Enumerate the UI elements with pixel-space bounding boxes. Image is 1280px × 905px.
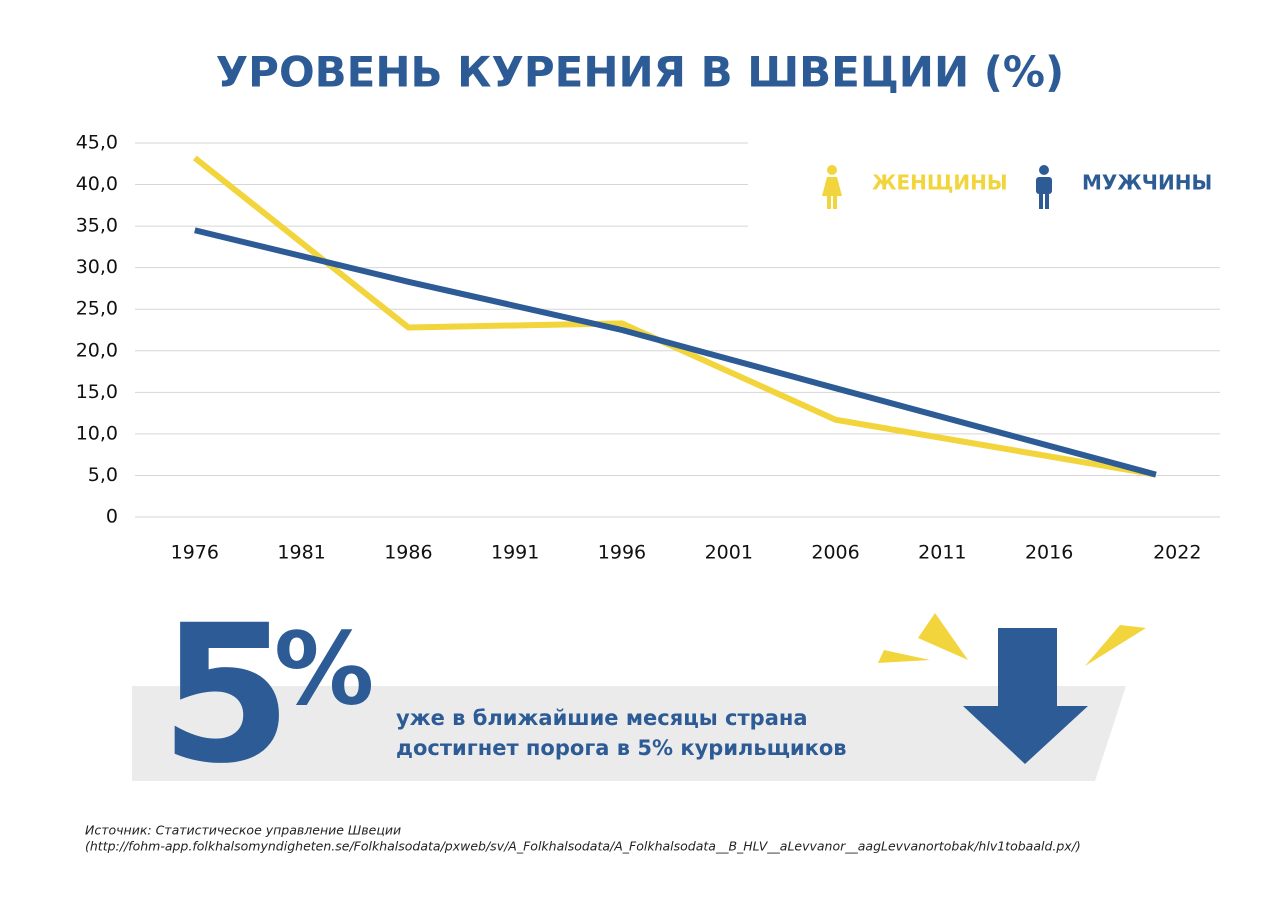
callout-line: достигнет порога в 5% курильщиков — [396, 736, 847, 760]
x-tick-label: 2006 — [811, 542, 859, 564]
x-tick-label: 2016 — [1025, 542, 1073, 564]
callout-line: уже в ближайшие месяцы страна — [396, 706, 808, 730]
y-tick-label: 0 — [106, 506, 118, 528]
x-tick-label: 2011 — [918, 542, 966, 564]
icon-head — [1039, 165, 1049, 175]
icon-body — [822, 177, 842, 196]
x-tick-label: 1991 — [491, 542, 539, 564]
down-arrow — [963, 628, 1088, 764]
chart-title: УРОВЕНЬ КУРЕНИЯ В ШВЕЦИИ (%) — [216, 48, 1064, 97]
x-tick-label: 1976 — [171, 542, 219, 564]
y-tick-label: 45,0 — [76, 132, 118, 154]
y-tick-label: 15,0 — [76, 381, 118, 403]
legend-label: МУЖЧИНЫ — [1082, 171, 1212, 195]
ray — [878, 650, 930, 663]
source: (http://fohm-app.folkhalsomyndigheten.se… — [85, 839, 1081, 854]
big-unit: % — [274, 610, 374, 727]
y-tick-label: 30,0 — [76, 256, 118, 278]
icon-leg — [1045, 192, 1049, 209]
legend-label: ЖЕНЩИНЫ — [872, 171, 1008, 195]
x-tick-label: 2001 — [705, 542, 753, 564]
plot: 0 5,0 10,0 15,0 20,0 25,0 30,0 35,0 40,0 45,0 1976… — [76, 132, 1220, 564]
x-tick-label: 1996 — [598, 542, 646, 564]
y-tick-label: 5,0 — [88, 464, 118, 486]
data-line — [192, 155, 1157, 478]
x-tick-label: 1981 — [277, 542, 325, 564]
x-tick-label: 1986 — [384, 542, 432, 564]
icon-leg — [827, 196, 831, 209]
y-tick-label: 40,0 — [76, 173, 118, 195]
banner — [132, 686, 1126, 781]
icon-leg — [833, 196, 837, 209]
icon-body — [1036, 177, 1052, 194]
x-tick-label: 2022 — [1153, 542, 1201, 564]
icon-leg — [1039, 192, 1043, 209]
ray — [918, 613, 968, 660]
y-tick-label: 25,0 — [76, 298, 118, 320]
y-tick-label: 35,0 — [76, 215, 118, 237]
y-tick-label: 20,0 — [76, 339, 118, 361]
icon-head — [827, 165, 837, 175]
legend-icon — [822, 165, 842, 209]
ray — [1085, 625, 1146, 666]
legend-icon — [1036, 165, 1052, 209]
big-number: 5 — [160, 584, 292, 805]
source: Источник: Статистическое управление Швец… — [85, 823, 401, 838]
data-line — [194, 227, 1157, 478]
y-tick-label: 10,0 — [76, 422, 118, 444]
